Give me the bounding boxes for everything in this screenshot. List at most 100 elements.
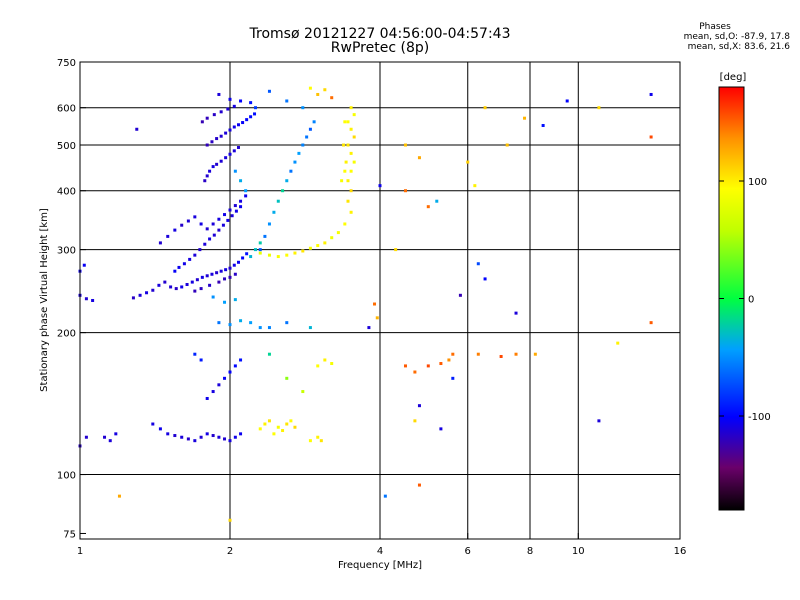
y-axis-label: Stationary phase Virtual Height [km] [39, 208, 50, 392]
x-tick-label: 8 [527, 546, 533, 557]
data-point [276, 255, 280, 259]
data-point [217, 92, 221, 96]
data-point [272, 432, 276, 436]
data-point [312, 120, 316, 124]
data-point [267, 253, 271, 257]
data-point [373, 302, 377, 306]
data-point [158, 241, 162, 245]
data-point [180, 285, 184, 289]
y-tick-label: 500 [57, 141, 76, 152]
data-point [301, 106, 305, 110]
data-point [239, 179, 243, 183]
data-point [316, 244, 320, 248]
data-point [285, 99, 289, 103]
data-point [383, 494, 387, 498]
data-point [208, 169, 212, 173]
data-point [163, 280, 167, 284]
data-point [195, 278, 199, 282]
data-point [249, 115, 253, 119]
data-point [616, 341, 620, 345]
data-point [215, 162, 219, 166]
data-point [413, 419, 417, 423]
data-point [236, 123, 240, 127]
data-point [346, 143, 350, 147]
data-point [205, 396, 209, 400]
data-point [232, 149, 236, 153]
data-point [241, 256, 245, 260]
chart-subtitle: RwPretec (8p) [330, 40, 430, 56]
data-point [281, 429, 285, 433]
data-point [394, 248, 398, 252]
phase-stats: Phases mean, sd,O: -87.9, 17.8 mean, sd,… [600, 22, 790, 52]
data-point [114, 432, 118, 436]
data-point [289, 169, 293, 173]
data-point [293, 160, 297, 164]
data-point [505, 143, 509, 147]
data-point [200, 120, 204, 124]
data-point [212, 233, 216, 237]
data-point [217, 228, 221, 232]
data-point [305, 135, 309, 139]
data-point [263, 234, 267, 238]
data-point [221, 223, 225, 227]
data-point [267, 89, 271, 93]
data-point [228, 152, 232, 156]
data-point [439, 427, 443, 431]
data-point [84, 297, 88, 301]
data-point [199, 435, 203, 439]
data-point [258, 241, 262, 245]
data-point [200, 275, 204, 279]
data-point [108, 439, 112, 443]
data-point [193, 215, 197, 219]
data-point [245, 252, 249, 256]
data-point [451, 376, 455, 380]
data-point [597, 106, 601, 110]
data-point [289, 419, 293, 423]
data-point [239, 358, 243, 362]
data-point [223, 437, 227, 441]
data-point [217, 321, 221, 325]
data-point [223, 300, 227, 304]
data-point [233, 272, 237, 276]
colorbar-tick-label: 0 [748, 295, 754, 306]
data-point [285, 253, 289, 257]
colorbar-label: [deg] [720, 72, 747, 83]
data-point [84, 435, 88, 439]
data-point [244, 189, 248, 193]
data-point [308, 127, 312, 131]
data-point [245, 118, 249, 122]
data-point [173, 228, 177, 232]
data-point [233, 364, 237, 368]
data-point [466, 160, 470, 164]
data-point [223, 213, 227, 217]
data-point [215, 271, 219, 275]
data-point [138, 293, 142, 297]
data-point [649, 92, 653, 96]
data-point [249, 101, 253, 105]
data-point [340, 179, 344, 183]
data-point [285, 321, 289, 325]
data-point [316, 364, 320, 368]
y-tick-label: 200 [57, 329, 76, 340]
x-tick-label: 10 [572, 546, 585, 557]
data-point [253, 112, 257, 116]
data-point [145, 291, 149, 295]
data-point [349, 127, 353, 131]
data-point [166, 432, 170, 436]
data-point [198, 248, 202, 252]
data-point [230, 214, 234, 218]
data-point [182, 262, 186, 266]
data-point [249, 255, 253, 259]
x-axis-label: Frequency [MHz] [338, 560, 422, 571]
data-point [523, 116, 527, 120]
data-point [413, 370, 417, 374]
data-point [258, 248, 262, 252]
data-point [233, 435, 237, 439]
data-point [228, 439, 232, 443]
data-point [173, 269, 177, 273]
data-point [352, 160, 356, 164]
data-point [185, 283, 189, 287]
data-point [258, 251, 262, 255]
data-point [343, 169, 347, 173]
data-point [103, 435, 107, 439]
